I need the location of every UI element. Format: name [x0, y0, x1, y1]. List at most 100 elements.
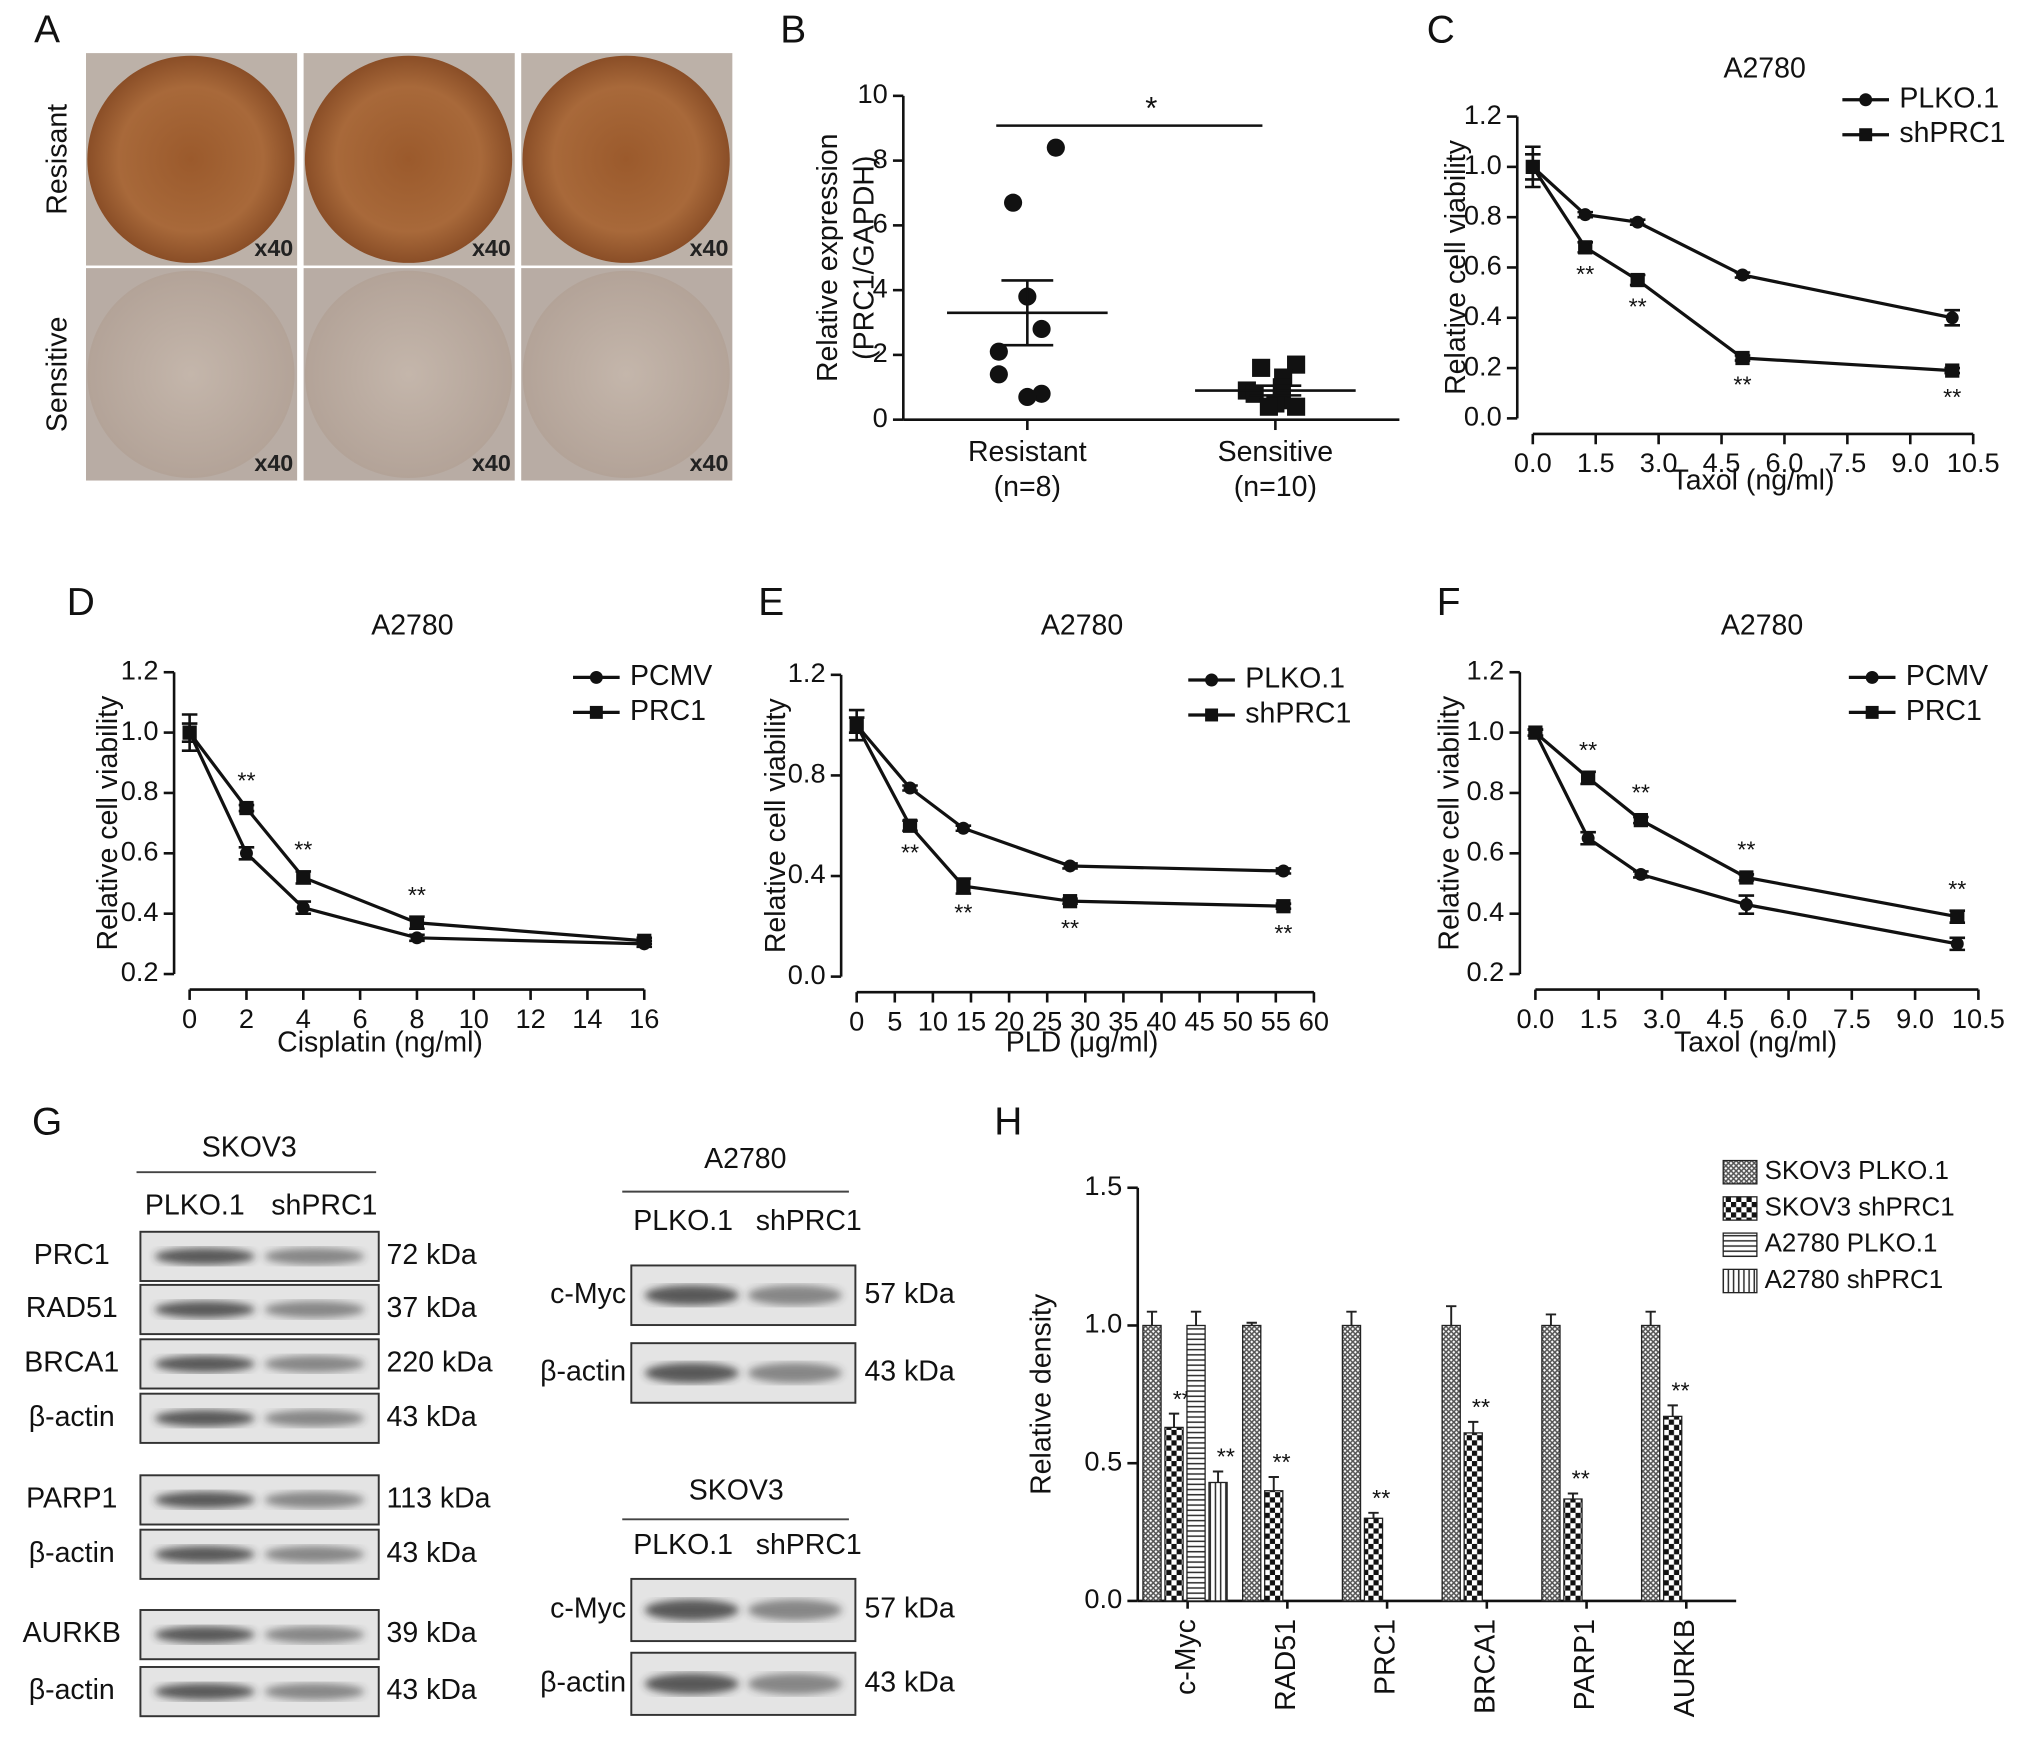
x-tick-label: 1.5 [1577, 447, 1615, 478]
annotation: ** [1372, 1485, 1390, 1511]
y-tick-label: 0.8 [1467, 775, 1505, 806]
magnification: x40 [472, 235, 511, 261]
blot-band [264, 1545, 365, 1563]
blot-band [264, 1491, 365, 1509]
chart-title: A2780 [1041, 609, 1123, 641]
blot-band [154, 1355, 255, 1373]
y-axis-label: Relative cell viability [92, 695, 124, 951]
blot-band [747, 1362, 842, 1384]
blot-band [644, 1673, 739, 1695]
sem-bar [1001, 279, 1054, 347]
y-tick-label: 1.0 [1084, 1308, 1122, 1339]
chart-title: A2780 [1721, 609, 1803, 641]
marker [1945, 363, 1960, 378]
blot-band [154, 1409, 255, 1427]
protein-label: β-actin [29, 1537, 115, 1569]
marker [1581, 770, 1596, 785]
bar [1264, 1490, 1284, 1602]
blot-band [264, 1248, 365, 1265]
panel-letter: G [32, 1101, 62, 1144]
x-tick-label: 20 [994, 1005, 1024, 1036]
error-bar [1246, 1321, 1257, 1326]
y-tick-label: 0.6 [1464, 250, 1502, 281]
marker [989, 365, 1008, 384]
legend-label: SKOV3 PLKO.1 [1765, 1157, 1949, 1185]
panel-letter: B [780, 9, 806, 52]
tissue-core [304, 270, 513, 478]
y-tick-label: 0.8 [788, 758, 826, 789]
marker [1525, 159, 1540, 174]
y-axis-label: Relative cell viability [1440, 139, 1472, 395]
y-axis-label: Relative density [1026, 1293, 1058, 1495]
x-tick-label: 45 [1184, 1005, 1214, 1036]
lane-label: shPRC1 [271, 1190, 377, 1222]
panel-letter: H [994, 1101, 1022, 1144]
y-tick-label: 1.0 [121, 715, 159, 746]
x-tick-label: 60 [1299, 1005, 1329, 1036]
annotation: ** [1629, 294, 1647, 320]
legend-label: PRC1 [630, 695, 706, 727]
magnification: x40 [254, 450, 293, 476]
size-label: 113 kDa [387, 1482, 491, 1514]
y-tick-label: 0.8 [121, 775, 159, 806]
y-tick-label: 0.6 [1467, 835, 1505, 866]
y-tick-label: 0.0 [1464, 401, 1502, 432]
y-tick-label: 0.6 [121, 835, 159, 866]
annotation: ** [1733, 372, 1751, 398]
marker [1859, 93, 1873, 107]
protein-label: β-actin [540, 1666, 626, 1698]
size-label: 57 kDa [864, 1593, 954, 1625]
marker [1287, 397, 1306, 416]
bar [1341, 1324, 1362, 1602]
error-bar [1645, 1310, 1656, 1326]
y-tick-label: 0.4 [121, 896, 159, 927]
legend-label: PCMV [630, 660, 712, 692]
error-bar [1346, 1310, 1357, 1326]
x-tick-label: Resistant [968, 436, 1087, 468]
annotation: ** [1943, 384, 1961, 410]
panel-letter: A [34, 9, 60, 52]
x-tick-label: 5 [887, 1005, 902, 1036]
marker [903, 781, 917, 795]
series-line [188, 731, 645, 946]
blot-title: SKOV3 [202, 1131, 297, 1163]
bar [1441, 1324, 1461, 1602]
y-tick-label: 1.2 [788, 657, 826, 688]
blot-band [264, 1626, 365, 1643]
error-bar [1268, 1476, 1279, 1491]
x-tick-label: 15 [956, 1005, 986, 1036]
x-tick-note: (n=10) [1234, 471, 1317, 503]
x-tick-label: AURKB [1669, 1619, 1701, 1717]
protein-label: c-Myc [550, 1593, 626, 1625]
annotation: ** [1217, 1444, 1235, 1470]
annotation: ** [1272, 1449, 1290, 1475]
legend-label: A2780 PLKO.1 [1765, 1230, 1938, 1258]
annotation: ** [1472, 1394, 1490, 1420]
marker [637, 933, 652, 948]
protein-label: β-actin [540, 1355, 626, 1387]
marker [1578, 240, 1593, 255]
protein-label: RAD51 [26, 1292, 118, 1324]
blot-band [644, 1599, 739, 1621]
x-tick-note: (n=8) [994, 471, 1061, 503]
size-label: 39 kDa [387, 1617, 477, 1649]
y-axis-label: Relative cell viability [760, 698, 792, 954]
blot-band [747, 1673, 842, 1695]
annotation: ** [1576, 261, 1594, 287]
x-tick-label: 14 [572, 1003, 602, 1034]
legend-label: PCMV [1906, 660, 1988, 692]
bar [1208, 1481, 1228, 1602]
marker [409, 915, 425, 930]
magnification: x40 [472, 450, 511, 476]
x-tick-label: 10.5 [1947, 447, 2000, 478]
y-tick-label: 4 [873, 272, 888, 303]
panel-letter: F [1437, 581, 1461, 624]
annotation: ** [1632, 779, 1650, 805]
marker [1018, 387, 1037, 407]
annotation: ** [1061, 915, 1079, 941]
x-tick-label: 6.0 [1770, 1003, 1808, 1034]
x-tick-label: 10 [459, 1003, 489, 1034]
marker [1739, 870, 1754, 885]
marker [1004, 193, 1023, 212]
x-tick-label: 0 [182, 1003, 197, 1034]
